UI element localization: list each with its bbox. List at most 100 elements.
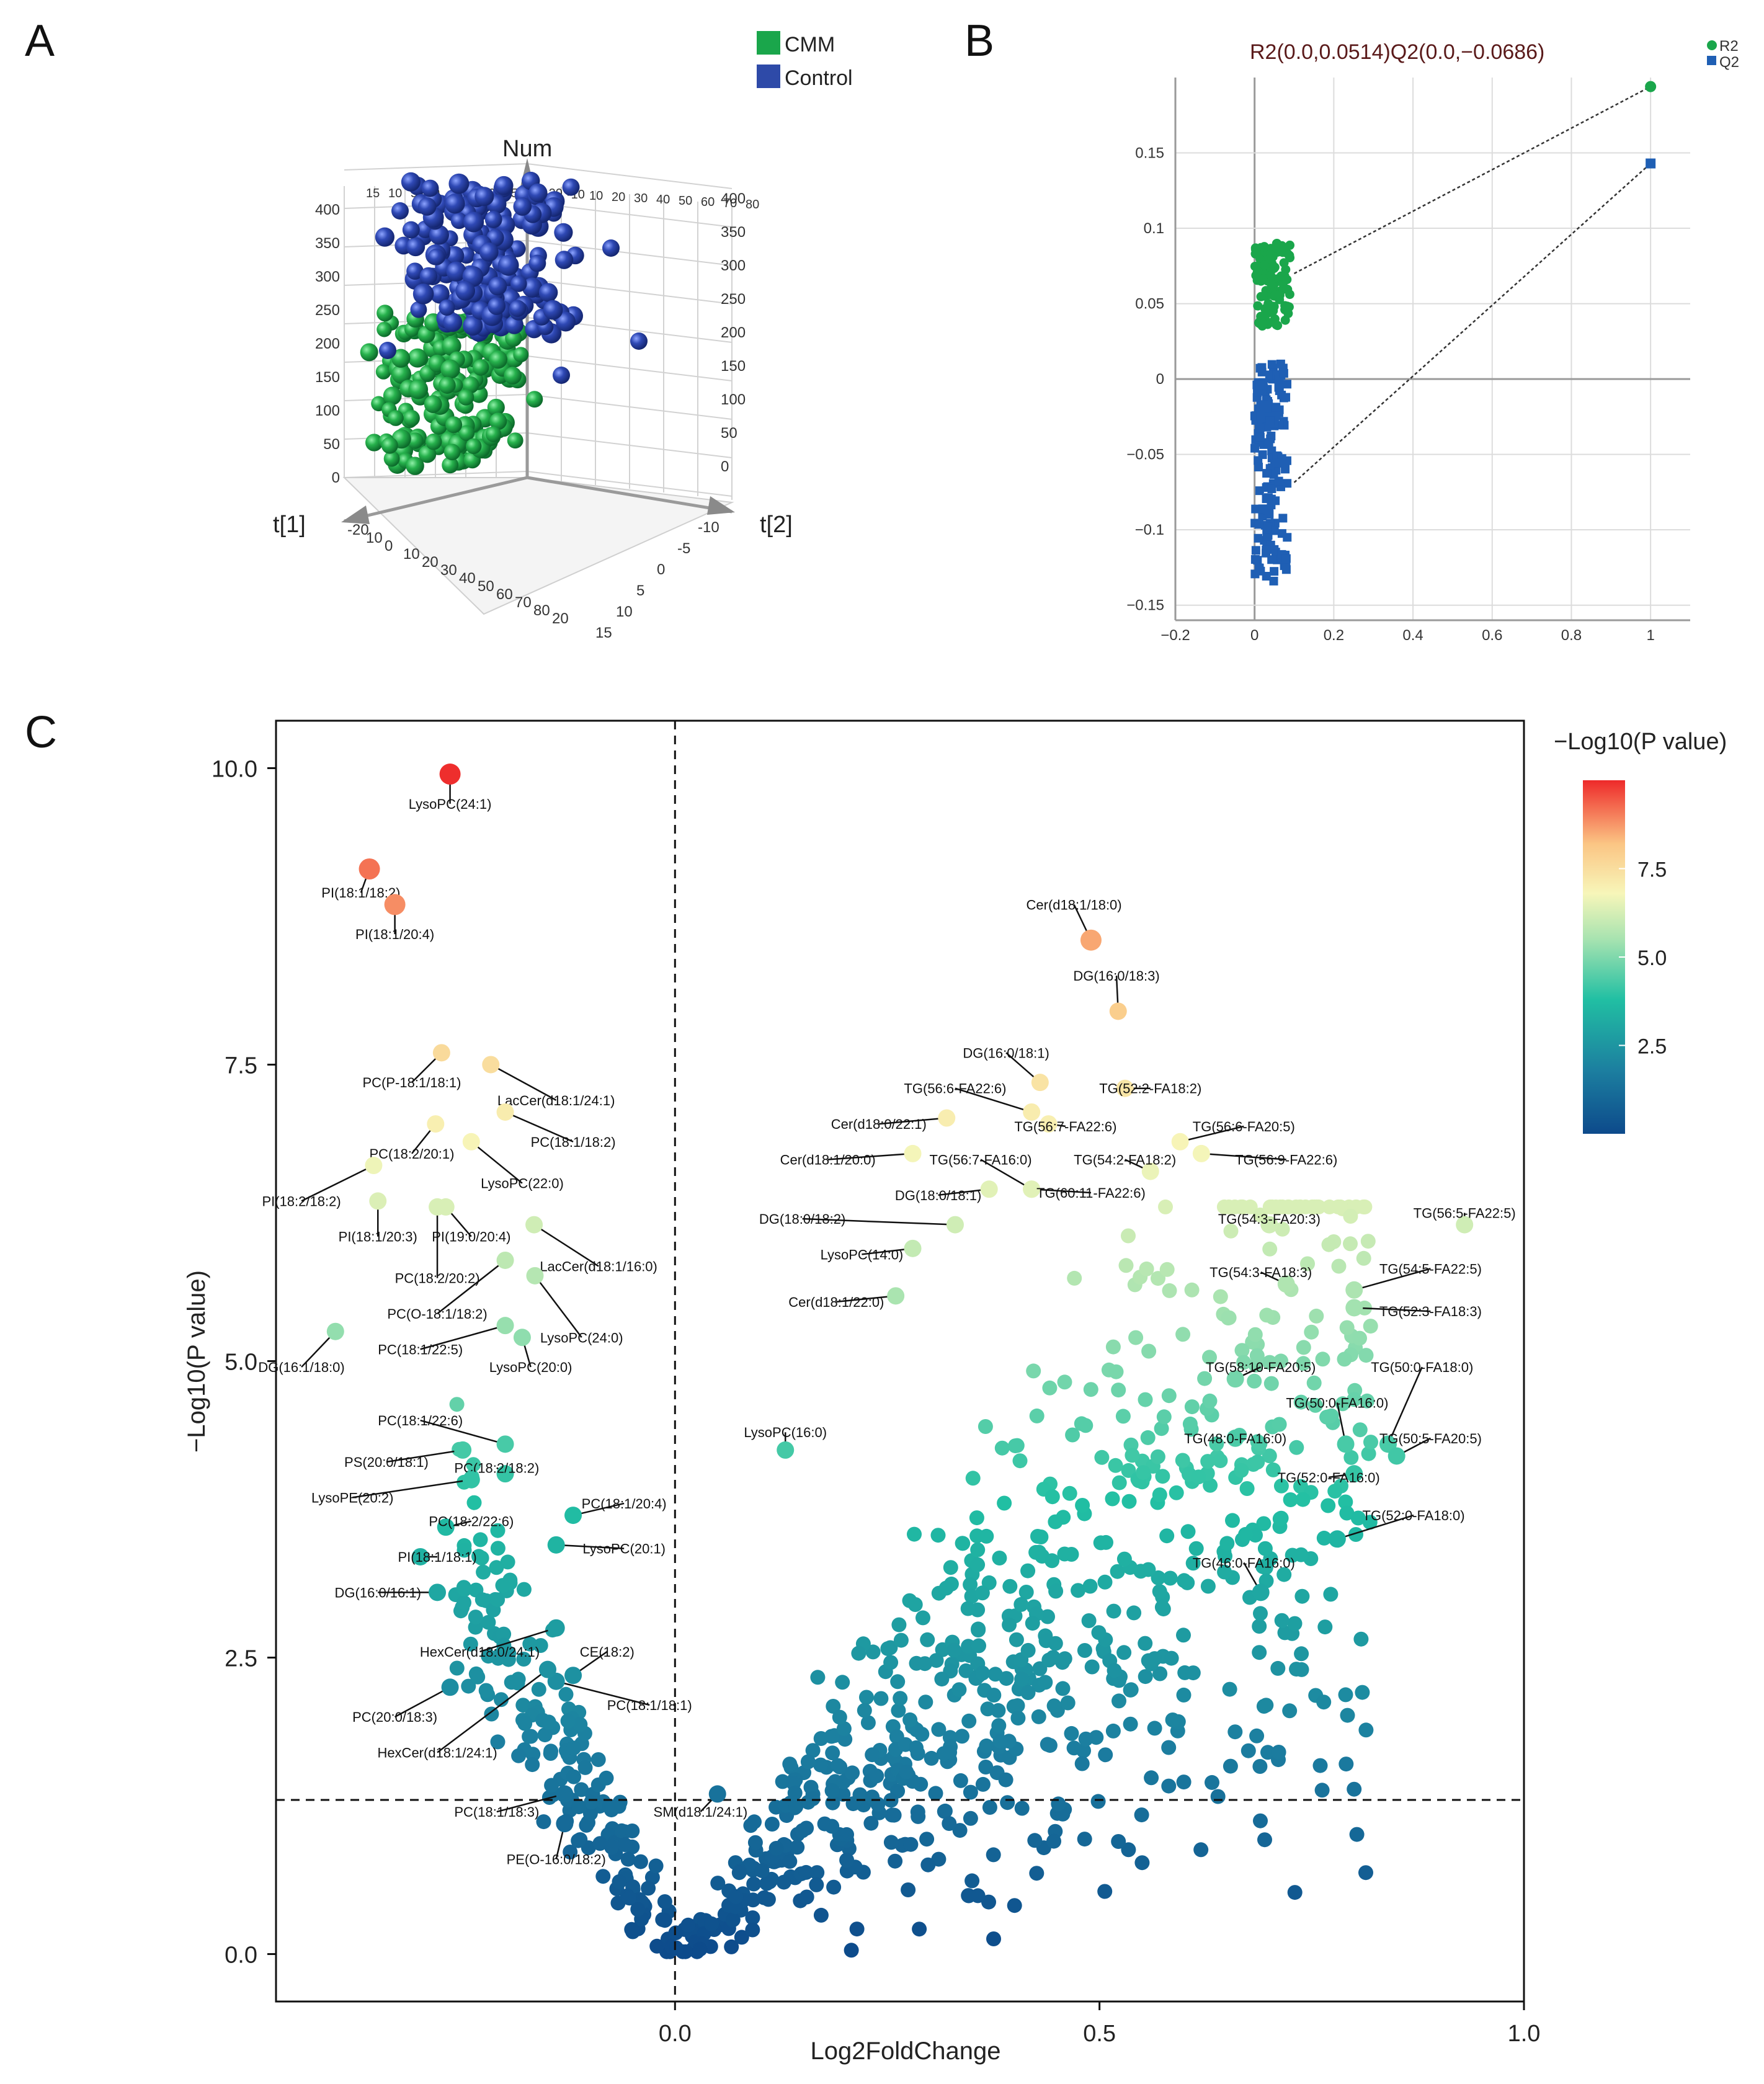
point-label: LysoPC(22:0) bbox=[481, 1176, 564, 1191]
sphere-control bbox=[494, 176, 514, 195]
volcano-point bbox=[1262, 1448, 1277, 1464]
point-label: PC(18:1/18:1) bbox=[607, 1698, 692, 1713]
volcano-point bbox=[826, 1879, 842, 1895]
q2-point bbox=[1254, 533, 1263, 543]
volcano-point bbox=[1200, 1579, 1216, 1594]
volcano-point bbox=[543, 1743, 559, 1759]
volcano-point bbox=[1111, 1693, 1126, 1709]
volcano-point bbox=[1136, 1465, 1151, 1481]
volcano-point bbox=[1360, 1234, 1376, 1249]
sphere-control bbox=[455, 281, 476, 301]
volcano-point bbox=[1338, 1494, 1353, 1510]
sphere-cmm bbox=[505, 329, 522, 347]
point-label: LacCer(d18:1/24:1) bbox=[497, 1093, 615, 1108]
volcano-point bbox=[501, 1652, 516, 1667]
z-tick-label: 50 bbox=[323, 436, 340, 453]
leader-line bbox=[980, 1159, 1032, 1190]
volcano-point bbox=[590, 1752, 606, 1767]
volcano-point bbox=[903, 1837, 919, 1852]
labeled-point bbox=[369, 1192, 387, 1210]
leader-line bbox=[479, 1627, 557, 1653]
legend-label-r2: R2 bbox=[1719, 38, 1739, 55]
point-label: TG(56:7-FA16:0) bbox=[929, 1152, 1031, 1167]
labeled-point bbox=[1040, 1115, 1058, 1133]
sphere-control bbox=[406, 237, 425, 257]
q2-point bbox=[1255, 563, 1264, 572]
volcano-point bbox=[1014, 1672, 1030, 1687]
r2-point bbox=[1270, 290, 1280, 300]
regression-line-q2 bbox=[1293, 163, 1651, 483]
volcano-point bbox=[978, 1760, 994, 1775]
labeled-point bbox=[496, 1435, 514, 1453]
volcano-point bbox=[1144, 1770, 1159, 1786]
q2-point bbox=[1279, 368, 1288, 378]
sphere-control bbox=[543, 300, 563, 320]
volcano-point bbox=[1152, 1487, 1167, 1503]
sphere-cmm bbox=[485, 426, 502, 442]
volcano-point bbox=[1221, 1199, 1237, 1214]
leader-line bbox=[471, 1141, 523, 1184]
volcano-point bbox=[1116, 1551, 1132, 1567]
volcano-point bbox=[826, 1699, 841, 1714]
volcano-point bbox=[746, 1892, 760, 1908]
sphere-control bbox=[401, 172, 421, 192]
volcano-point bbox=[782, 1854, 798, 1869]
z-tick-label: 0 bbox=[332, 470, 340, 486]
z-tick-label: 350 bbox=[721, 224, 746, 241]
volcano-point bbox=[1111, 1834, 1126, 1849]
sphere-control bbox=[510, 275, 527, 292]
top-tick-label: 30 bbox=[634, 192, 648, 205]
volcano-point bbox=[1253, 1813, 1268, 1828]
q2-point bbox=[1265, 370, 1275, 380]
volcano-point bbox=[612, 1874, 627, 1889]
volcano-point bbox=[1185, 1665, 1201, 1681]
volcano-point bbox=[1151, 1271, 1165, 1286]
z-ticks-left: 0 50 100 150 200 250 300 350 400 bbox=[315, 202, 340, 486]
volcano-point bbox=[969, 1510, 984, 1526]
volcano-point bbox=[914, 1727, 930, 1742]
point-label: PC(18:2/20:1) bbox=[370, 1146, 455, 1162]
point-label: PI(19:0/20:4) bbox=[432, 1229, 510, 1245]
top-tick-label: 10 bbox=[388, 187, 402, 200]
volcano-point bbox=[595, 1869, 611, 1884]
point-label: DG(16:1/18:0) bbox=[258, 1360, 344, 1375]
q2-point bbox=[1255, 363, 1265, 373]
sphere-cmm bbox=[407, 432, 424, 449]
volcano-point bbox=[1316, 1530, 1332, 1546]
volcano-point bbox=[1045, 1553, 1060, 1569]
t2-tick-label: 15 bbox=[595, 625, 612, 641]
q2-point bbox=[1254, 520, 1263, 529]
q2-point bbox=[1255, 432, 1265, 442]
z-tick-label: 250 bbox=[721, 291, 746, 308]
leader-line bbox=[955, 1087, 1032, 1113]
volcano-point bbox=[1147, 1721, 1162, 1736]
volcano-point bbox=[937, 1804, 952, 1819]
q2-point bbox=[1253, 388, 1262, 397]
legend-swatch-cmm bbox=[757, 31, 780, 55]
volcano-point bbox=[971, 1638, 986, 1654]
volcano-point bbox=[1074, 1756, 1090, 1771]
sphere-control bbox=[528, 183, 548, 203]
point-label: LysoPC(24:0) bbox=[540, 1330, 623, 1345]
point-label: PC(18:1/20:4) bbox=[582, 1496, 667, 1512]
point-label: PC(P-18:1/18:1) bbox=[363, 1075, 461, 1090]
volcano-point bbox=[832, 1709, 847, 1725]
volcano-point bbox=[928, 1786, 943, 1801]
volcano-point bbox=[746, 1876, 762, 1892]
point-label: PI(18:1/18:1) bbox=[398, 1549, 476, 1565]
panel-letter-b: B bbox=[964, 16, 994, 66]
sphere-cmm bbox=[465, 438, 482, 455]
point-label: DG(16:0/16:1) bbox=[335, 1585, 421, 1600]
volcano-point bbox=[641, 1881, 656, 1896]
volcano-point bbox=[510, 1675, 525, 1691]
volcano-point bbox=[961, 1713, 977, 1729]
legend-label-q2: Q2 bbox=[1719, 54, 1739, 71]
top-tick-label: 50 bbox=[679, 194, 692, 208]
point-label: PC(18:1/22:5) bbox=[378, 1342, 463, 1357]
volcano-point bbox=[1274, 1613, 1290, 1628]
colorbar-tick-label: 2.5 bbox=[1637, 1035, 1667, 1059]
volcano-point bbox=[1339, 1320, 1355, 1335]
leader-line bbox=[394, 1686, 451, 1718]
labeled-point bbox=[482, 1056, 500, 1074]
